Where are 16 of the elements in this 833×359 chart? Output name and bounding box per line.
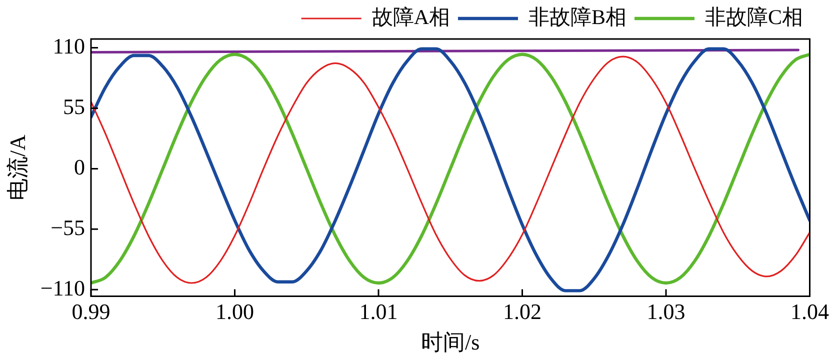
- x-tick-label: 1.01: [359, 299, 398, 324]
- x-tick-label: 1.04: [790, 299, 829, 324]
- legend-label: 非故障B相: [528, 5, 626, 30]
- x-tick-label: 1.02: [502, 299, 542, 324]
- legend-label: 故障A相: [372, 5, 450, 30]
- y-tick-label: −55: [50, 214, 85, 240]
- x-tick-label: 1.00: [215, 299, 254, 324]
- legend-label: 非故障C相: [704, 5, 804, 30]
- x-tick-label: 0.99: [72, 299, 110, 324]
- y-tick-label: 0: [74, 154, 85, 180]
- x-tick-label: 1.03: [646, 299, 686, 324]
- x-axis-title: 时间/s: [421, 330, 480, 355]
- y-axis-title: 电流/A: [4, 134, 30, 201]
- y-tick-label: 55: [62, 94, 85, 120]
- y-tick-label: −110: [40, 275, 85, 300]
- y-tick-label: 110: [52, 34, 85, 59]
